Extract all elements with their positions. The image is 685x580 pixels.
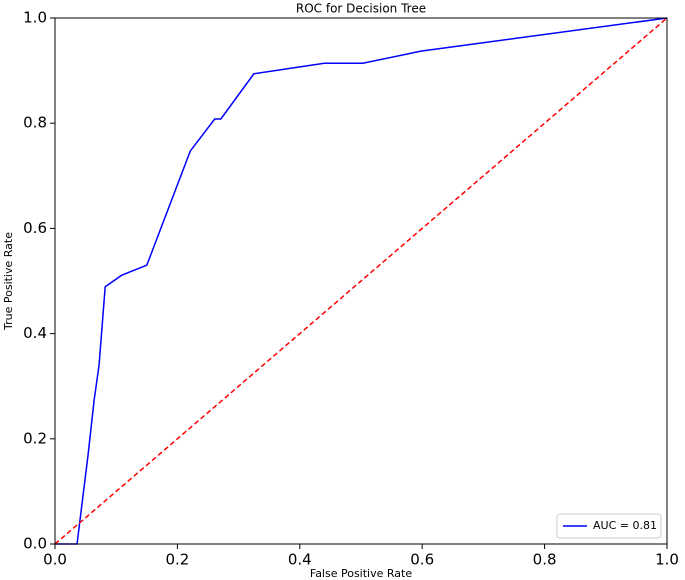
- y-axis-label: True Positive Rate: [2, 232, 15, 331]
- y-tick-label: 0.0: [23, 535, 47, 553]
- y-tick-label: 0.8: [23, 114, 47, 132]
- x-tick-label: 0.8: [533, 551, 557, 569]
- y-tick-label: 1.0: [23, 9, 47, 27]
- x-tick-label: 1.0: [655, 551, 679, 569]
- chart-title: ROC for Decision Tree: [296, 2, 426, 16]
- y-tick-label: 0.2: [23, 429, 47, 447]
- x-tick-label: 0.0: [43, 551, 67, 569]
- x-tick-label: 0.4: [288, 551, 312, 569]
- y-tick-label: 0.6: [23, 219, 47, 237]
- x-tick-label: 0.2: [165, 551, 189, 569]
- x-tick-label: 0.6: [410, 551, 434, 569]
- legend-label: AUC = 0.81: [593, 519, 657, 532]
- plot-frame: [54, 17, 668, 545]
- series-line: [55, 17, 668, 545]
- legend-box: [556, 513, 662, 539]
- x-axis-label: False Positive Rate: [310, 567, 412, 580]
- series-line: [54, 17, 668, 545]
- y-tick-label: 0.4: [23, 324, 47, 342]
